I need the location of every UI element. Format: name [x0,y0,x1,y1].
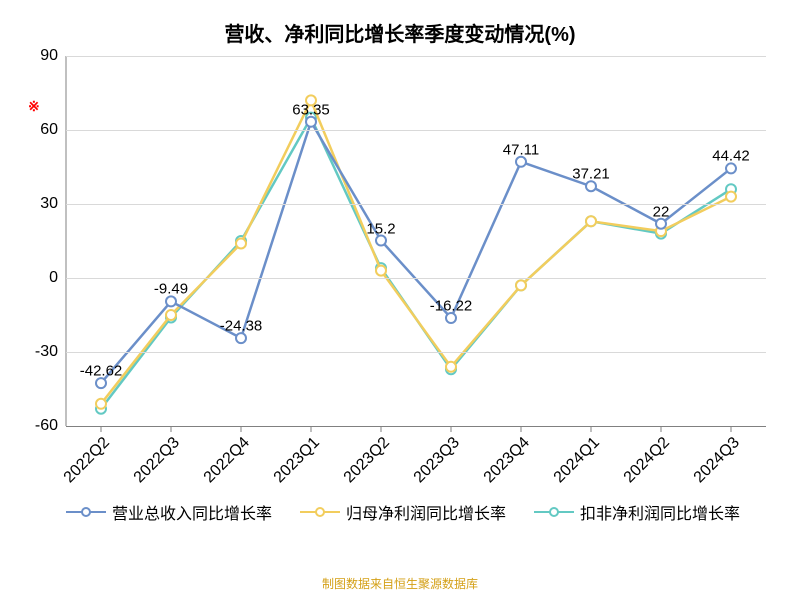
data-label: -42.62 [80,363,123,380]
legend-swatch [534,511,574,513]
data-label: 47.11 [503,141,539,158]
chart-svg [66,56,766,426]
x-tick-label: 2023Q1 [271,434,324,487]
series-marker [166,310,176,320]
plot-area: -60-3003060902022Q22022Q32022Q42023Q1202… [66,56,766,426]
gridline [66,56,766,57]
series-line [101,122,731,383]
y-tick-label: -30 [35,343,58,361]
x-tick-label: 2024Q1 [551,434,604,487]
x-tick-label: 2023Q4 [481,434,534,487]
legend-label: 扣非净利润同比增长率 [580,500,740,524]
series-line [101,118,731,409]
series-marker [586,216,596,226]
data-label: 15.2 [366,220,395,237]
data-label: -16.22 [430,298,473,315]
x-tick-label: 2022Q3 [131,434,184,487]
series-marker [376,266,386,276]
x-tick-label: 2024Q3 [691,434,744,487]
legend-label: 营业总收入同比增长率 [112,500,272,524]
y-tick-label: 60 [40,121,58,139]
legend-swatch [66,511,106,513]
x-tick-label: 2022Q2 [61,434,114,487]
series-marker [446,362,456,372]
data-label: 22 [653,203,670,220]
gridline [66,426,766,427]
data-label: 63.35 [292,101,330,118]
x-tick-label: 2024Q2 [621,434,674,487]
y-tick-label: 90 [40,47,58,65]
data-label: 37.21 [572,166,610,183]
legend-swatch [300,511,340,513]
chart-title: 营收、净利同比增长率季度变动情况(%) [0,18,800,47]
series-marker [96,399,106,409]
legend-item: 扣非净利润同比增长率 [534,500,740,524]
x-tick-label: 2022Q4 [201,434,254,487]
y-tick-label: -60 [35,417,58,435]
x-tick-label: 2023Q3 [411,434,464,487]
gridline [66,278,766,279]
series-marker [726,192,736,202]
gridline [66,130,766,131]
footer-note: 制图数据来自恒生聚源数据库 [0,575,800,592]
y-tick-label: 0 [49,269,58,287]
data-label: -24.38 [220,318,263,335]
series-marker [236,238,246,248]
legend-item: 营业总收入同比增长率 [66,500,272,524]
data-label: 44.42 [712,148,750,165]
gridline [66,352,766,353]
series-marker [516,280,526,290]
series-line [101,100,731,403]
x-tick-label: 2023Q2 [341,434,394,487]
badge-asterisk: ※ [28,98,40,115]
legend-item: 归母净利润同比增长率 [300,500,506,524]
legend-label: 归母净利润同比增长率 [346,500,506,524]
data-label: -9.49 [154,281,188,298]
chart-container: 营收、净利同比增长率季度变动情况(%) ※ -60-3003060902022Q… [0,0,800,600]
legend: 营业总收入同比增长率 归母净利润同比增长率 扣非净利润同比增长率 [66,500,766,524]
y-tick-label: 30 [40,195,58,213]
